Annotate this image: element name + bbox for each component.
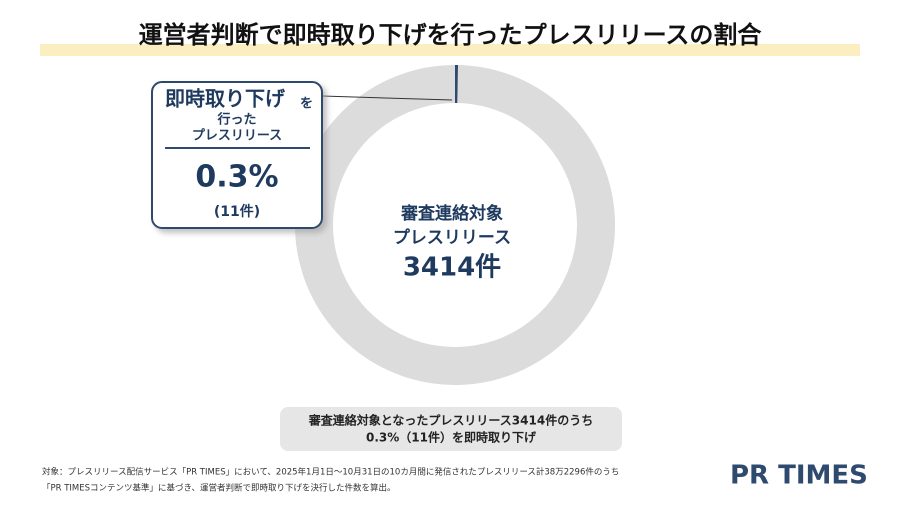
callout-box bbox=[151, 81, 323, 229]
callout-value: 0.3% bbox=[195, 160, 278, 195]
chart-title: 運営者判断で即時取り下げを行ったプレスリリースの割合 bbox=[139, 21, 763, 49]
footnote: 対象：プレスリリース配信サービス「PR TIMES」において、2025年1月1日… bbox=[42, 467, 619, 478]
donut-segment bbox=[294, 65, 615, 385]
donut-segment bbox=[455, 65, 459, 104]
callout-title: 即時取り下げ bbox=[165, 87, 286, 111]
note-box bbox=[280, 407, 622, 451]
footnote: 「PR TIMESコンテンツ基準」に基づき、運営者判断で即時取り下げを決行した件… bbox=[42, 483, 395, 494]
callout-count: (11件) bbox=[214, 203, 260, 220]
note-line: 0.3%（11件）を即時取り下げ bbox=[366, 430, 537, 445]
callout-line: プレスリリース bbox=[192, 129, 282, 144]
note-line: 審査連絡対象となったプレスリリース3414件のうち bbox=[308, 413, 593, 428]
callout-line: 行った bbox=[216, 112, 256, 128]
donut bbox=[294, 65, 615, 385]
leader-line bbox=[321, 95, 453, 101]
callout-title-suffix: を bbox=[300, 97, 313, 112]
center-total: 3414件 bbox=[403, 253, 501, 283]
center-label: プレスリリース bbox=[393, 227, 511, 248]
logo: PR TIMES bbox=[730, 461, 868, 491]
title-underline bbox=[40, 44, 860, 56]
center-label: 審査連絡対象 bbox=[400, 203, 503, 224]
